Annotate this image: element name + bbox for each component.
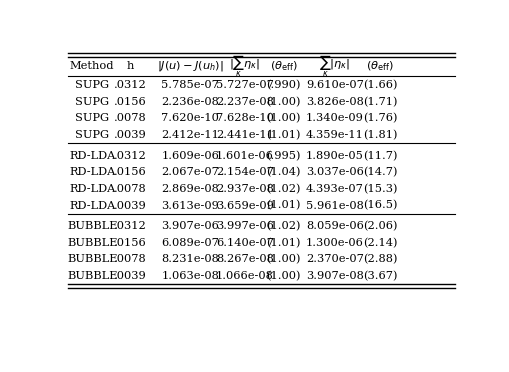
Text: .0078: .0078 xyxy=(114,254,146,264)
Text: (1.81): (1.81) xyxy=(362,130,397,140)
Text: (2.88): (2.88) xyxy=(362,254,397,264)
Text: $(\theta_{\rm eff})$: $(\theta_{\rm eff})$ xyxy=(365,59,393,73)
Text: BUBBLE: BUBBLE xyxy=(67,271,117,281)
Text: BUBBLE: BUBBLE xyxy=(67,254,117,264)
Text: (.995): (.995) xyxy=(266,151,300,161)
Text: 1.601e-06: 1.601e-06 xyxy=(215,151,273,161)
Text: (11.7): (11.7) xyxy=(362,151,397,161)
Text: (1.71): (1.71) xyxy=(362,97,397,107)
Text: SUPG: SUPG xyxy=(75,80,109,90)
Text: (2.06): (2.06) xyxy=(362,221,397,231)
Text: RD-LDA: RD-LDA xyxy=(69,184,115,194)
Text: (1.66): (1.66) xyxy=(362,80,397,90)
Text: 8.231e-08: 8.231e-08 xyxy=(161,254,219,264)
Text: 9.610e-07: 9.610e-07 xyxy=(305,80,363,90)
Text: (14.7): (14.7) xyxy=(362,167,397,177)
Text: .0078: .0078 xyxy=(114,184,146,194)
Text: (3.67): (3.67) xyxy=(362,271,397,281)
Text: 3.997e-06: 3.997e-06 xyxy=(215,221,273,231)
Text: (16.5): (16.5) xyxy=(362,201,397,211)
Text: 8.059e-06: 8.059e-06 xyxy=(305,221,363,231)
Text: (1.76): (1.76) xyxy=(362,113,397,124)
Text: 1.063e-08: 1.063e-08 xyxy=(161,271,219,281)
Text: 5.727e-07: 5.727e-07 xyxy=(215,80,273,90)
Text: 4.359e-11: 4.359e-11 xyxy=(305,130,363,140)
Text: 1.066e-08: 1.066e-08 xyxy=(215,271,273,281)
Text: 7.620e-10: 7.620e-10 xyxy=(161,113,219,124)
Text: 5.785e-07: 5.785e-07 xyxy=(161,80,219,90)
Text: 8.267e-08: 8.267e-08 xyxy=(215,254,273,264)
Text: 3.037e-06: 3.037e-06 xyxy=(305,167,363,177)
Text: .0078: .0078 xyxy=(114,113,146,124)
Text: (1.00): (1.00) xyxy=(266,271,300,281)
Text: (1.02): (1.02) xyxy=(266,221,300,231)
Text: 4.393e-07: 4.393e-07 xyxy=(305,184,363,194)
Text: SUPG: SUPG xyxy=(75,97,109,107)
Text: 2.370e-07: 2.370e-07 xyxy=(305,254,363,264)
Text: (1.00): (1.00) xyxy=(266,113,300,124)
Text: (1.04): (1.04) xyxy=(266,167,300,177)
Text: 2.869e-08: 2.869e-08 xyxy=(161,184,219,194)
Text: SUPG: SUPG xyxy=(75,130,109,140)
Text: $\sum_\kappa |\eta_\kappa|$: $\sum_\kappa |\eta_\kappa|$ xyxy=(319,54,350,79)
Text: 7.628e-10: 7.628e-10 xyxy=(215,113,273,124)
Text: 2.067e-07: 2.067e-07 xyxy=(161,167,219,177)
Text: BUBBLE: BUBBLE xyxy=(67,238,117,248)
Text: (1.00): (1.00) xyxy=(266,97,300,107)
Text: (1.01): (1.01) xyxy=(266,130,300,140)
Text: 2.412e-11: 2.412e-11 xyxy=(161,130,219,140)
Text: 3.907e-06: 3.907e-06 xyxy=(161,221,219,231)
Text: 1.300e-06: 1.300e-06 xyxy=(305,238,363,248)
Text: 6.140e-07: 6.140e-07 xyxy=(215,238,273,248)
Text: RD-LDA: RD-LDA xyxy=(69,167,115,177)
Text: 3.613e-09: 3.613e-09 xyxy=(161,201,219,211)
Text: 1.890e-05: 1.890e-05 xyxy=(305,151,363,161)
Text: 2.937e-08: 2.937e-08 xyxy=(215,184,273,194)
Text: .0312: .0312 xyxy=(114,151,146,161)
Text: .0156: .0156 xyxy=(114,97,146,107)
Text: .0312: .0312 xyxy=(114,80,146,90)
Text: .0312: .0312 xyxy=(114,221,146,231)
Text: 3.659e-09: 3.659e-09 xyxy=(215,201,273,211)
Text: (1.01): (1.01) xyxy=(266,238,300,248)
Text: 3.907e-08: 3.907e-08 xyxy=(305,271,363,281)
Text: 2.236e-08: 2.236e-08 xyxy=(161,97,219,107)
Text: .0156: .0156 xyxy=(114,167,146,177)
Text: 3.826e-08: 3.826e-08 xyxy=(305,97,363,107)
Text: h: h xyxy=(126,61,133,71)
Text: SUPG: SUPG xyxy=(75,113,109,124)
Text: BUBBLE: BUBBLE xyxy=(67,221,117,231)
Text: .0039: .0039 xyxy=(114,271,146,281)
Text: (1.00): (1.00) xyxy=(266,254,300,264)
Text: (1.01): (1.01) xyxy=(266,201,300,211)
Text: (.990): (.990) xyxy=(266,80,300,90)
Text: RD-LDA: RD-LDA xyxy=(69,201,115,211)
Text: (15.3): (15.3) xyxy=(362,184,397,194)
Text: (2.14): (2.14) xyxy=(362,238,397,248)
Text: 2.154e-07: 2.154e-07 xyxy=(215,167,273,177)
Text: 1.340e-09: 1.340e-09 xyxy=(305,113,363,124)
Text: .0039: .0039 xyxy=(114,201,146,211)
Text: 1.609e-06: 1.609e-06 xyxy=(161,151,219,161)
Text: $|J(u) - J(u_h)|$: $|J(u) - J(u_h)|$ xyxy=(157,59,223,73)
Text: RD-LDA: RD-LDA xyxy=(69,151,115,161)
Text: 6.089e-07: 6.089e-07 xyxy=(161,238,219,248)
Text: 5.961e-08: 5.961e-08 xyxy=(305,201,363,211)
Text: 2.237e-08: 2.237e-08 xyxy=(215,97,273,107)
Text: $|\sum_\kappa \eta_\kappa|$: $|\sum_\kappa \eta_\kappa|$ xyxy=(229,54,260,79)
Text: 2.441e-11: 2.441e-11 xyxy=(215,130,273,140)
Text: Method: Method xyxy=(70,61,114,71)
Text: .0039: .0039 xyxy=(114,130,146,140)
Text: (1.02): (1.02) xyxy=(266,184,300,194)
Text: $(\theta_{\rm eff})$: $(\theta_{\rm eff})$ xyxy=(269,59,297,73)
Text: .0156: .0156 xyxy=(114,238,146,248)
